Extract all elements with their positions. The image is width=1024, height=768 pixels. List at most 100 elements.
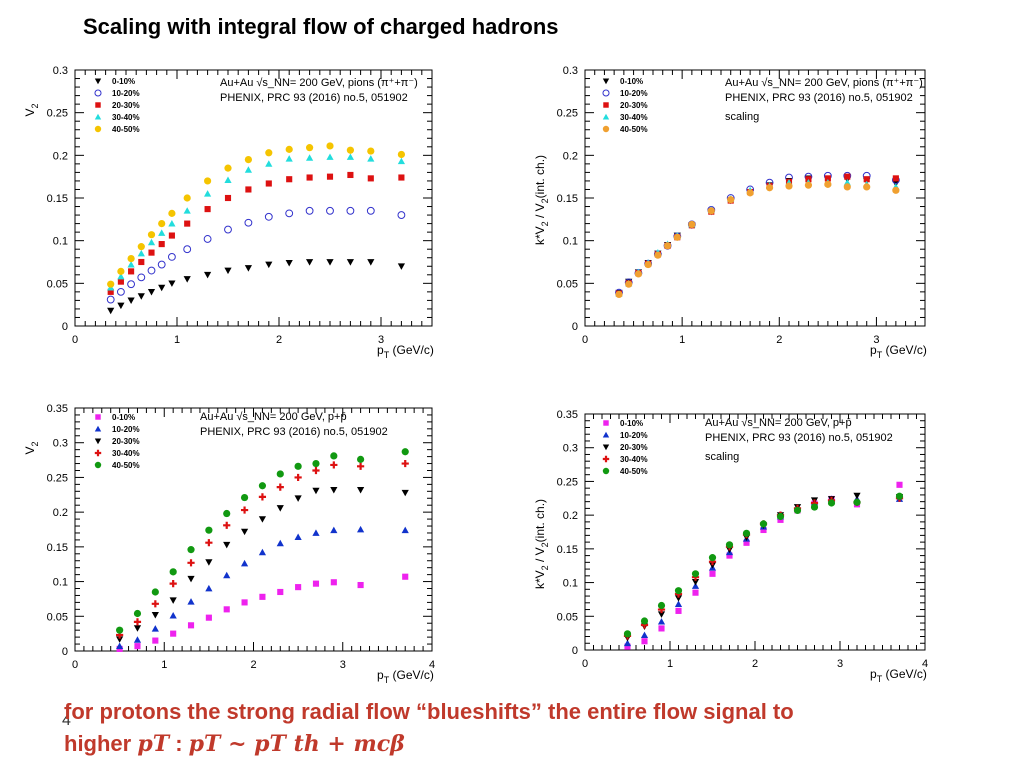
y-tick-label: 0.15 [557,193,578,205]
data-point [366,206,375,215]
data-point [367,175,374,182]
legend-marker [603,102,609,108]
chart-panel-protons-scaled: 0 0.05 0.1 0.15 0.2 0.25 0.3 0.35 0 1 2 3 4 pT (GeV/c… [530,404,950,688]
legend-marker [95,102,101,108]
data-point [127,260,135,268]
y-axis-label: k*V2 / V2(int. ch.) [533,499,550,589]
series-30-40% [107,153,405,291]
data-point [853,498,861,506]
legend-label: 0-10% [112,413,135,422]
series-40-50% [107,142,405,288]
data-point [824,180,832,188]
x-tick-label: 3 [873,334,879,346]
series-20-30% [623,492,904,642]
data-point [305,206,314,215]
x-tick-label: 0 [72,334,78,346]
chart-panel-protons-v2: 0 0.05 0.1 0.15 0.2 0.25 0.3 0.35 0 1 2 3 4 pT (GeV/c… [20,398,440,688]
data-point [675,607,682,614]
chart-panel-pions-scaled: 0 0.05 0.1 0.15 0.2 0.25 0.3 0 1 2 3 pT (GeV/c) k*V2… [530,62,950,362]
data-point [116,287,125,296]
data-point [224,176,232,183]
data-point [205,539,213,547]
data-point [727,196,735,204]
data-point [240,559,249,567]
y-tick-label: 0 [62,321,68,333]
data-point [357,462,365,470]
y-tick-label: 0.35 [557,409,578,421]
x-tick-label: 1 [161,659,167,671]
data-point [401,526,409,534]
data-point [330,526,338,534]
data-point [204,190,212,197]
data-point [896,481,903,488]
data-point [285,155,293,162]
data-point [708,554,717,562]
data-point [657,601,666,610]
x-axis-label: pT (GeV/c) [870,343,927,360]
data-point [148,249,155,256]
legend-label: 10-20% [112,89,140,98]
legend-label: 40-50% [112,125,140,134]
data-point [776,512,785,521]
data-point [640,631,649,639]
data-point [709,570,716,577]
data-point [623,639,632,647]
data-point [127,280,136,289]
data-point [306,174,313,181]
series-30-40% [623,494,904,640]
data-point [367,259,375,266]
x-tick-label: 2 [776,334,782,346]
y-tick-label: 0.2 [563,150,578,162]
data-point [240,506,249,514]
x-axis-label: pT (GeV/c) [377,668,434,685]
data-point [117,302,125,310]
data-point [107,288,114,295]
data-point [147,288,156,296]
data-point [187,575,195,583]
data-point [306,144,314,152]
data-point [746,189,754,197]
data-point [346,153,354,160]
data-point [892,186,900,194]
series-20-30% [116,487,409,643]
y-tick-label: 0.2 [53,507,68,519]
data-point [863,176,870,183]
legend-marker [602,113,610,120]
legend-label: 0-10% [620,419,643,428]
data-point [223,571,231,579]
annotation-line: Au+Au √s_NN= 200 GeV, p+p̄ [200,411,347,423]
y-tick-label: 0.05 [47,611,68,623]
data-point [726,552,733,559]
data-point [277,588,284,596]
legend-marker [94,438,102,445]
data-point [133,618,142,626]
y-tick-label: 0.35 [47,403,68,415]
data-point [204,206,211,213]
data-point [294,462,302,470]
legend-marker [602,431,610,438]
data-point [106,295,115,304]
y-axis-label: V2 [23,103,40,116]
data-point [306,259,314,266]
data-point [133,636,142,643]
data-point [205,559,213,566]
data-point [658,625,665,632]
data-point [168,209,176,217]
data-point [824,175,831,182]
data-point [285,209,294,218]
data-point [357,455,365,463]
data-point [133,609,142,618]
data-point [244,265,252,272]
y-tick-label: 0.15 [47,193,68,205]
legend-marker [94,125,102,133]
data-point [357,581,364,589]
x-tick-label: 0 [582,334,588,346]
data-point [330,461,338,469]
data-point [265,149,273,157]
legend-marker [94,425,102,432]
y-tick-label: 0.25 [47,472,68,484]
data-point [397,211,406,219]
caption-line-2-prefix: higher [64,731,138,756]
data-point [276,539,284,547]
data-point [326,259,334,266]
